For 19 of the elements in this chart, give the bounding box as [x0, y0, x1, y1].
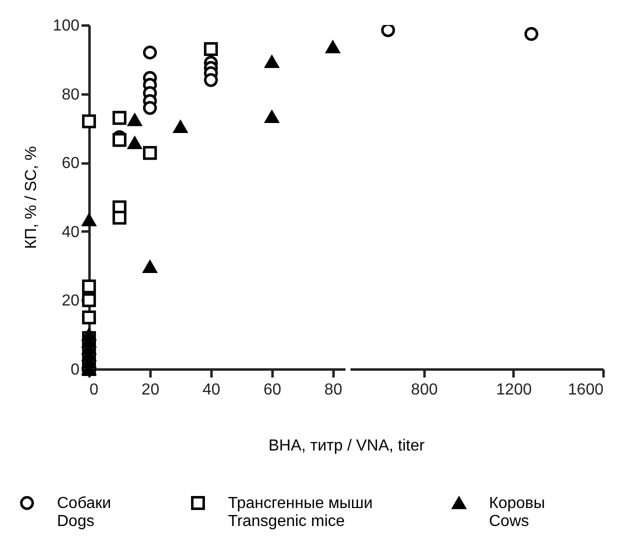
x-tick-label: 800 [411, 382, 438, 398]
x-tick-label: 0 [90, 382, 98, 398]
y-tick-label: 100 [52, 18, 80, 34]
y-tick-label: 20 [62, 292, 80, 310]
x-tick-label: 20 [142, 382, 160, 398]
y-tick-label: 80 [62, 86, 80, 104]
x-tick-label: 60 [263, 382, 282, 398]
legend-label: Коровы Cows [489, 495, 546, 530]
legend-label: Трансгенные мыши Transgenic mice [228, 495, 373, 530]
y-axis-title: КП, % / SC, % [22, 146, 40, 249]
x-axis-title: ВНА, титр / VNA, titer [268, 438, 426, 454]
x-tick-label: 80 [324, 382, 342, 398]
y-tick-label: 40 [62, 224, 80, 241]
y-tick-label: 60 [62, 155, 80, 172]
y-tick-label: 0 [70, 362, 80, 378]
x-tick-label: 40 [202, 382, 220, 398]
x-tick-label: 1200 [496, 382, 532, 398]
legend-label: Собаки Dogs [57, 495, 112, 530]
x-tick-label: 1600 [568, 382, 604, 398]
